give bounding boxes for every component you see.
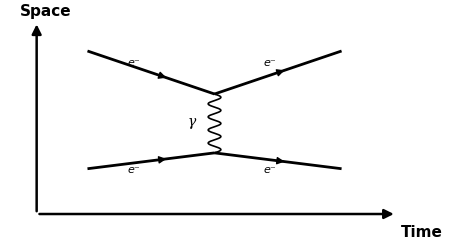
Text: Space: Space (20, 4, 72, 19)
Text: e⁻: e⁻ (128, 165, 140, 175)
Text: e⁻: e⁻ (263, 165, 276, 175)
Text: Time: Time (401, 225, 443, 240)
Text: e⁻: e⁻ (263, 59, 276, 68)
Text: γ: γ (187, 115, 195, 129)
Text: e⁻: e⁻ (128, 59, 140, 68)
